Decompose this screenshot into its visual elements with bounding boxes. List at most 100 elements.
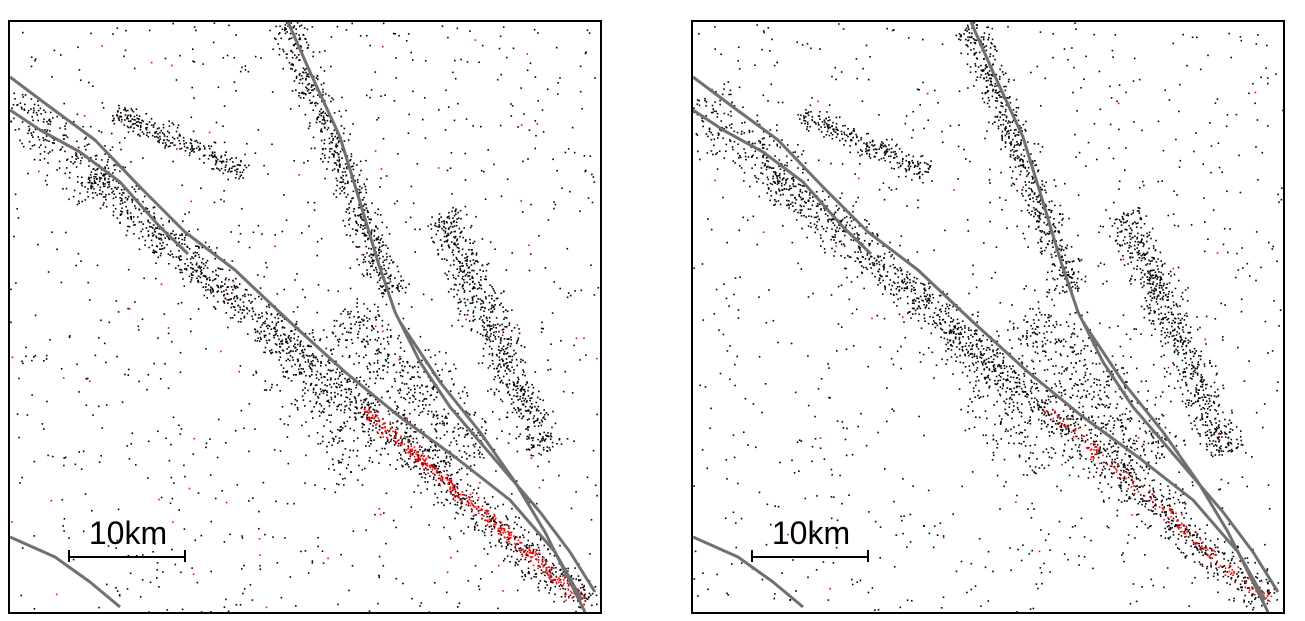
- seismicity-dot: [71, 156, 73, 158]
- seismicity-dot: [564, 595, 566, 598]
- seismicity-dot: [340, 409, 342, 412]
- seismicity-dot: [127, 554, 130, 557]
- seismicity-dot: [347, 139, 350, 141]
- seismicity-dot: [457, 289, 459, 292]
- seismicity-dot: [425, 467, 427, 469]
- seismicity-dot: [527, 572, 530, 574]
- seismicity-dot: [304, 387, 306, 389]
- seismicity-dot: [316, 311, 319, 314]
- seismicity-dot: [173, 234, 176, 236]
- seismicity-dot: [320, 158, 322, 160]
- seismicity-dot: [443, 470, 445, 472]
- seismicity-dot: [51, 149, 54, 152]
- seismicity-dot: [331, 169, 334, 172]
- seismicity-dot: [104, 153, 106, 155]
- seismicity-dot: [538, 235, 540, 237]
- seismicity-dot: [313, 88, 316, 90]
- seismicity-dot: [37, 104, 40, 107]
- seismicity-dot: [272, 334, 275, 337]
- seismicity-dot: [427, 349, 430, 351]
- seismicity-dot: [453, 486, 456, 489]
- seismicity-dot: [287, 462, 290, 465]
- seismicity-dot: [139, 135, 141, 137]
- seismicity-dot: [188, 211, 190, 214]
- seismicity-dot: [133, 118, 135, 121]
- seismicity-dot: [121, 401, 124, 403]
- seismicity-dot: [108, 193, 110, 195]
- seismicity-dot: [75, 166, 78, 168]
- seismicity-dot: [469, 465, 472, 467]
- seismicity-dot: [366, 403, 369, 406]
- seismicity-dot: [461, 325, 464, 328]
- seismicity-dot: [320, 139, 323, 142]
- seismicity-dot: [335, 143, 338, 145]
- seismicity-dot: [177, 256, 180, 258]
- seismicity-dot: [233, 56, 236, 59]
- seismicity-dot: [505, 269, 508, 271]
- seismicity-dot: [502, 375, 505, 378]
- seismicity-dot: [301, 50, 304, 52]
- seismicity-dot: [370, 276, 372, 278]
- seismicity-dot: [197, 492, 200, 494]
- seismicity-dot: [493, 520, 495, 523]
- seismicity-dot: [432, 388, 434, 390]
- seismicity-dot: [299, 37, 301, 39]
- seismicity-dot: [447, 474, 450, 477]
- seismicity-dot: [488, 294, 490, 297]
- seismicity-dot: [335, 360, 337, 363]
- seismicity-dot: [516, 385, 519, 387]
- seismicity-dot: [239, 308, 242, 311]
- seismicity-dot: [422, 118, 424, 121]
- seismicity-dot: [286, 371, 288, 374]
- seismicity-dot: [583, 597, 586, 599]
- seismicity-dot: [368, 403, 370, 406]
- seismicity-dot: [464, 179, 467, 181]
- seismicity-dot: [418, 473, 421, 475]
- seismicity-dot: [432, 386, 435, 389]
- seismicity-dot: [459, 262, 461, 264]
- seismicity-dot: [307, 83, 309, 86]
- seismicity-dot: [150, 118, 153, 120]
- seismicity-dot: [464, 434, 467, 436]
- seismicity-dot: [466, 500, 469, 503]
- seismicity-dot: [424, 477, 426, 479]
- seismicity-dot: [486, 335, 489, 338]
- seismicity-dot: [423, 398, 425, 401]
- seismicity-dot: [541, 109, 544, 111]
- seismicity-dot: [183, 145, 186, 148]
- seismicity-dot: [258, 510, 260, 513]
- highlighted-event: [407, 448, 409, 450]
- seismicity-dot: [342, 440, 344, 442]
- seismicity-dot: [246, 143, 248, 145]
- seismicity-dot: [387, 390, 389, 392]
- seismicity-dot: [205, 261, 207, 264]
- seismicity-dot: [400, 275, 402, 278]
- seismicity-dot: [395, 468, 397, 470]
- seismicity-dot: [206, 259, 209, 262]
- seismicity-dot: [116, 27, 119, 29]
- seismicity-dot: [334, 151, 337, 153]
- seismicity-dot: [465, 213, 468, 216]
- seismicity-dot: [440, 216, 442, 218]
- highlighted-event: [388, 430, 390, 433]
- seismicity-dot: [292, 350, 294, 352]
- seismicity-dot: [481, 426, 483, 428]
- seismicity-dot: [459, 209, 462, 212]
- seismicity-dot: [228, 169, 230, 171]
- seismicity-dot: [312, 391, 315, 394]
- seismicity-dot: [132, 130, 135, 133]
- seismicity-dot: [467, 483, 469, 486]
- seismicity-dot: [473, 488, 475, 491]
- seismicity-dot: [483, 314, 485, 317]
- seismicity-dot: [384, 94, 386, 96]
- seismicity-dot: [335, 320, 338, 322]
- seismicity-dot: [151, 134, 154, 137]
- seismicity-dot: [64, 128, 67, 130]
- seismicity-dot: [397, 153, 399, 155]
- seismicity-dot: [519, 384, 522, 387]
- seismicity-dot: [407, 327, 410, 330]
- seismicity-dot: [158, 238, 161, 240]
- seismicity-dot: [516, 550, 518, 553]
- highlighted-event: [562, 575, 564, 577]
- seismicity-dot: [520, 412, 522, 415]
